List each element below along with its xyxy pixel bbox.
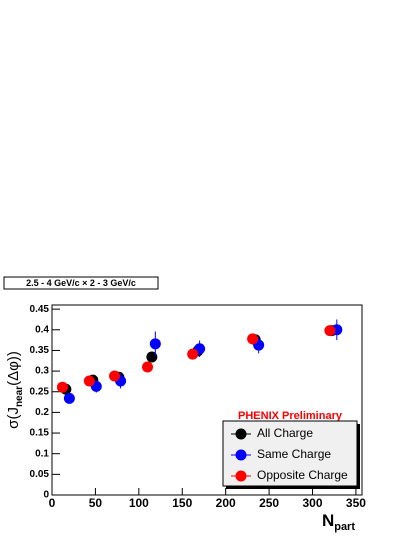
y-tick-label: 0.4 — [35, 324, 49, 335]
marker — [142, 361, 154, 373]
legend-label: Opposite Charge — [257, 468, 348, 482]
marker — [187, 348, 199, 360]
x-tick-label: 350 — [346, 496, 366, 510]
y-tick-label: 0.1 — [35, 448, 49, 459]
marker — [149, 338, 161, 350]
y-tick-label: 0.25 — [30, 386, 50, 397]
legend-marker — [235, 449, 247, 461]
annotation-box — [3, 276, 159, 290]
y-tick-label: 0.05 — [30, 469, 50, 480]
marker — [247, 333, 259, 345]
x-tick-label: 200 — [216, 496, 236, 510]
annotation: 2.5 - 4 GeV/c × 2 - 3 GeV/c — [26, 278, 136, 288]
legend-marker — [235, 470, 247, 482]
legend-marker — [235, 428, 247, 440]
y-axis-label: σ(Jnear(Δφ)) — [5, 351, 25, 429]
x-tick-label: 100 — [129, 496, 149, 510]
y-tick-label: 0.35 — [30, 345, 50, 356]
marker — [146, 351, 158, 363]
marker — [324, 325, 336, 337]
marker — [83, 375, 95, 387]
y-tick-label: 0 — [43, 490, 49, 501]
x-tick-label: 250 — [259, 496, 279, 510]
y-tick-label: 0.3 — [35, 366, 49, 377]
y-tick-label: 0.45 — [30, 304, 50, 315]
legend-label: All Charge — [257, 426, 313, 440]
legend-label: Same Charge — [257, 447, 331, 461]
y-tick-label: 0.15 — [30, 428, 50, 439]
x-axis-label: Npart — [322, 511, 355, 532]
marker — [56, 381, 68, 393]
x-tick-label: 0 — [49, 496, 56, 510]
y-tick-label: 0.2 — [35, 407, 49, 418]
x-tick-label: 300 — [302, 496, 322, 510]
x-tick-label: 50 — [89, 496, 103, 510]
x-tick-label: 150 — [172, 496, 192, 510]
marker — [109, 370, 121, 382]
marker — [63, 392, 75, 404]
preliminary-label: PHENIX Preliminary — [238, 410, 343, 422]
frame — [51, 304, 363, 496]
